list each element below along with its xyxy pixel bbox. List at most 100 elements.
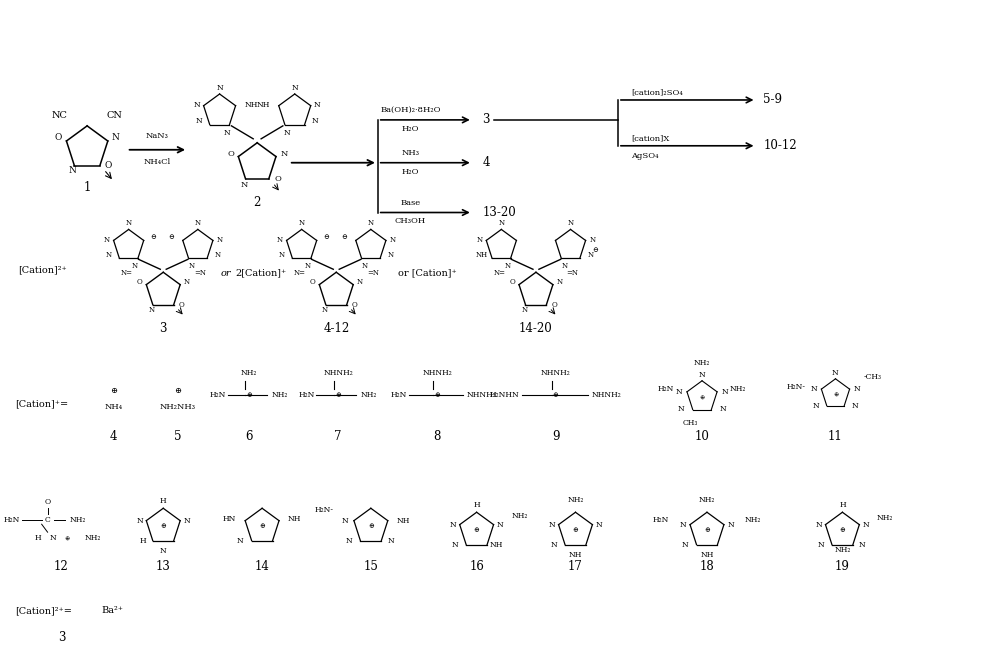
Text: N: N: [521, 305, 528, 313]
Text: N: N: [721, 388, 728, 396]
Text: N: N: [184, 277, 190, 285]
Text: H: H: [839, 502, 846, 510]
Text: N: N: [567, 219, 574, 227]
Text: N: N: [548, 521, 555, 529]
Text: H₂NHN: H₂NHN: [489, 391, 519, 399]
Text: CN: CN: [107, 111, 123, 121]
Text: H: H: [160, 498, 167, 506]
Text: H: H: [34, 534, 41, 542]
Text: =N: =N: [367, 269, 379, 277]
Text: 14: 14: [255, 560, 270, 572]
Text: ⊕: ⊕: [175, 387, 182, 395]
Text: H₂N: H₂N: [391, 391, 407, 399]
Text: N: N: [126, 219, 132, 227]
Text: N: N: [387, 537, 394, 545]
Text: Ba(OH)₂·8H₂O: Ba(OH)₂·8H₂O: [380, 106, 441, 114]
Text: N: N: [812, 402, 819, 410]
Text: 3: 3: [58, 631, 65, 644]
Text: NH₂: NH₂: [272, 391, 288, 399]
Text: N: N: [305, 262, 311, 270]
Text: H₂N: H₂N: [209, 391, 226, 399]
Text: NC: NC: [51, 111, 67, 121]
Text: [Cation]²⁺: [Cation]²⁺: [18, 265, 67, 275]
Text: N: N: [68, 166, 76, 175]
Text: N: N: [217, 236, 223, 244]
Text: =N: =N: [567, 269, 579, 277]
Text: AgSO₄: AgSO₄: [631, 152, 658, 159]
Text: H₂N: H₂N: [4, 516, 20, 524]
Text: 17: 17: [568, 560, 583, 572]
Text: ⊕: ⊕: [259, 522, 265, 530]
Text: NH: NH: [476, 251, 488, 259]
Text: N: N: [815, 521, 822, 529]
Text: 5: 5: [174, 430, 182, 443]
Text: 1: 1: [83, 181, 91, 194]
Text: N: N: [136, 517, 143, 525]
Text: 16: 16: [469, 560, 484, 572]
Text: H₂N: H₂N: [298, 391, 315, 399]
Text: ⊕: ⊕: [699, 394, 705, 400]
Text: N: N: [342, 517, 349, 525]
Text: N: N: [280, 149, 288, 157]
Text: 9: 9: [552, 430, 559, 443]
Text: N: N: [106, 251, 112, 259]
Text: N: N: [104, 236, 110, 244]
Text: 2[Cation]⁺: 2[Cation]⁺: [235, 269, 287, 277]
Text: NHNH₂: NHNH₂: [541, 369, 571, 377]
Text: N: N: [237, 537, 244, 545]
Text: [Cation]⁺=: [Cation]⁺=: [15, 400, 68, 408]
Text: NH₂: NH₂: [567, 496, 584, 504]
Text: N: N: [587, 251, 593, 259]
Text: NaN₃: NaN₃: [146, 132, 169, 140]
Text: N: N: [299, 219, 305, 227]
Text: 15: 15: [363, 560, 378, 572]
Text: NH₂: NH₂: [69, 516, 86, 524]
Text: 5-9: 5-9: [763, 93, 782, 107]
Text: NHNH₂: NHNH₂: [422, 369, 452, 377]
Text: 4: 4: [483, 156, 490, 169]
Text: H₂N: H₂N: [653, 516, 669, 524]
Text: N: N: [362, 262, 368, 270]
Text: NH₂: NH₂: [84, 534, 101, 542]
Text: or [Cation]⁺: or [Cation]⁺: [398, 269, 456, 277]
Text: NH₂: NH₂: [745, 516, 761, 524]
Text: N=: N=: [294, 269, 306, 277]
Text: NH₂: NH₂: [361, 391, 377, 399]
Text: CH₃: CH₃: [683, 419, 698, 427]
Text: NH₂: NH₂: [730, 385, 746, 393]
Text: ⊕: ⊕: [553, 391, 559, 399]
Text: N: N: [854, 385, 861, 393]
Text: 3: 3: [159, 321, 167, 335]
Text: N: N: [727, 521, 734, 529]
Text: N: N: [357, 277, 363, 285]
Text: Base: Base: [400, 199, 420, 207]
Text: [cation]X: [cation]X: [631, 134, 669, 142]
Text: N: N: [719, 405, 726, 413]
Text: N: N: [498, 219, 504, 227]
Text: H: H: [473, 502, 480, 510]
Text: NH₂: NH₂: [511, 512, 528, 520]
Text: N: N: [193, 101, 200, 109]
Text: 12: 12: [54, 560, 69, 572]
Text: ⊖: ⊖: [150, 233, 156, 241]
Text: N: N: [832, 369, 839, 377]
Text: N: N: [699, 371, 705, 379]
Text: N: N: [817, 541, 824, 549]
Text: O: O: [509, 277, 515, 285]
Text: N: N: [450, 521, 456, 529]
Text: O: O: [45, 498, 51, 506]
Text: 18: 18: [700, 560, 714, 572]
Text: [cation]₂SO₄: [cation]₂SO₄: [631, 88, 683, 96]
Text: NH: NH: [244, 101, 258, 109]
Text: N: N: [504, 262, 510, 270]
Text: or: or: [220, 269, 231, 277]
Text: N: N: [132, 262, 138, 270]
Text: N: N: [224, 129, 230, 137]
Text: ⊕: ⊕: [160, 522, 166, 530]
Text: N: N: [195, 219, 201, 227]
Text: -CH₃: -CH₃: [863, 373, 881, 381]
Text: 14-20: 14-20: [519, 321, 553, 335]
Text: N: N: [859, 541, 866, 549]
Text: N: N: [195, 117, 202, 125]
Text: N: N: [189, 262, 195, 270]
